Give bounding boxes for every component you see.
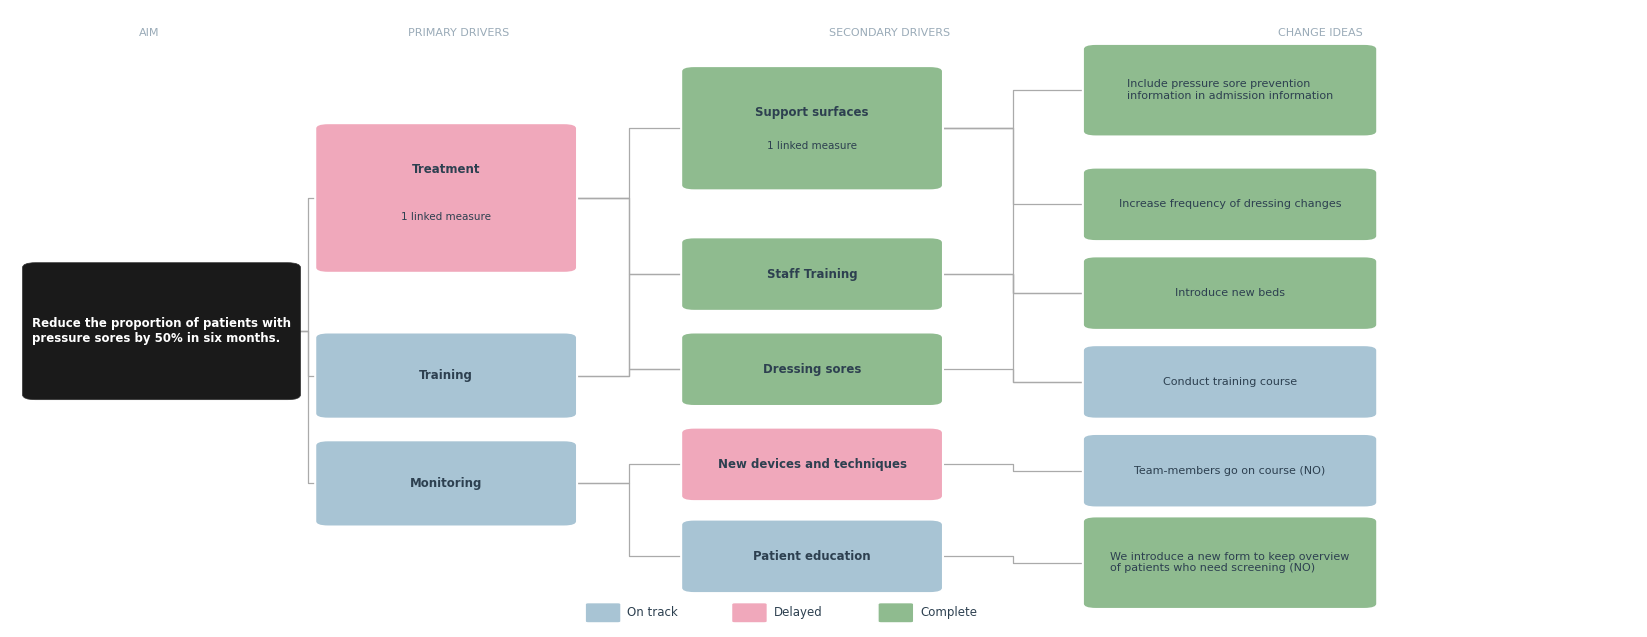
Text: Support surfaces: Support surfaces [756,106,870,119]
Text: Treatment: Treatment [412,163,481,176]
FancyBboxPatch shape [23,262,300,399]
FancyBboxPatch shape [878,603,914,623]
FancyBboxPatch shape [682,333,944,406]
FancyBboxPatch shape [1082,345,1377,419]
FancyBboxPatch shape [1082,256,1377,330]
FancyBboxPatch shape [682,66,944,190]
FancyBboxPatch shape [585,603,621,623]
FancyBboxPatch shape [315,333,576,419]
Text: AIM: AIM [138,28,160,38]
Text: Increase frequency of dressing changes: Increase frequency of dressing changes [1118,199,1341,210]
Text: On track: On track [628,606,679,619]
Text: PRIMARY DRIVERS: PRIMARY DRIVERS [408,28,509,38]
FancyBboxPatch shape [682,427,944,501]
FancyBboxPatch shape [315,123,576,273]
Text: CHANGE IDEAS: CHANGE IDEAS [1278,28,1362,38]
Text: Conduct training course: Conduct training course [1163,377,1298,387]
Text: Delayed: Delayed [774,606,822,619]
Text: Staff Training: Staff Training [768,268,858,281]
FancyBboxPatch shape [315,440,576,527]
Text: New devices and techniques: New devices and techniques [718,458,906,471]
Text: We introduce a new form to keep overview
of patients who need screening (NO): We introduce a new form to keep overview… [1110,552,1351,573]
Text: Patient education: Patient education [753,550,871,563]
Text: 1 linked measure: 1 linked measure [768,141,856,151]
FancyBboxPatch shape [1082,434,1377,508]
FancyBboxPatch shape [1082,168,1377,241]
Text: Monitoring: Monitoring [410,477,483,490]
Text: Complete: Complete [921,606,977,619]
Text: 1 linked measure: 1 linked measure [402,212,491,222]
FancyBboxPatch shape [1082,44,1377,136]
Text: Reduce the proportion of patients with
pressure sores by 50% in six months.: Reduce the proportion of patients with p… [31,317,292,345]
Text: Training: Training [420,369,473,382]
Text: SECONDARY DRIVERS: SECONDARY DRIVERS [828,28,950,38]
Text: Introduce new beds: Introduce new beds [1174,288,1285,298]
FancyBboxPatch shape [731,603,768,623]
FancyBboxPatch shape [1082,517,1377,609]
Text: Team-members go on course (NO): Team-members go on course (NO) [1135,466,1326,476]
FancyBboxPatch shape [682,238,944,311]
FancyBboxPatch shape [682,520,944,593]
Text: Dressing sores: Dressing sores [763,362,861,376]
Text: Include pressure sore prevention
information in admission information: Include pressure sore prevention informa… [1127,80,1332,101]
